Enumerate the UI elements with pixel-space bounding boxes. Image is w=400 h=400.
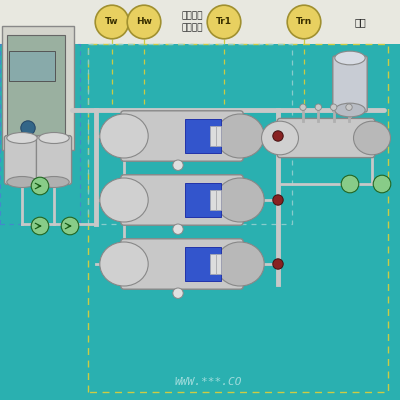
FancyBboxPatch shape xyxy=(210,126,216,146)
Text: Tw: Tw xyxy=(105,18,119,26)
FancyBboxPatch shape xyxy=(9,51,55,81)
Ellipse shape xyxy=(100,242,148,286)
Ellipse shape xyxy=(39,132,69,144)
Circle shape xyxy=(287,5,321,39)
Circle shape xyxy=(300,104,306,110)
FancyBboxPatch shape xyxy=(185,247,221,281)
Circle shape xyxy=(31,217,49,235)
Ellipse shape xyxy=(335,103,365,117)
Text: WWW.***.CO: WWW.***.CO xyxy=(174,377,242,387)
Ellipse shape xyxy=(216,242,264,286)
FancyBboxPatch shape xyxy=(333,56,367,112)
Ellipse shape xyxy=(7,132,37,144)
Ellipse shape xyxy=(100,114,148,158)
Ellipse shape xyxy=(335,51,365,65)
Circle shape xyxy=(31,177,49,195)
FancyBboxPatch shape xyxy=(2,26,74,150)
Ellipse shape xyxy=(262,121,298,155)
Text: Tr1: Tr1 xyxy=(216,18,232,26)
Circle shape xyxy=(127,5,161,39)
FancyBboxPatch shape xyxy=(216,254,221,274)
FancyBboxPatch shape xyxy=(121,239,243,289)
Ellipse shape xyxy=(100,178,148,222)
FancyBboxPatch shape xyxy=(0,44,400,400)
Ellipse shape xyxy=(216,178,264,222)
FancyBboxPatch shape xyxy=(121,111,243,161)
Circle shape xyxy=(61,217,79,235)
Text: Hw: Hw xyxy=(136,18,152,26)
FancyBboxPatch shape xyxy=(4,136,40,184)
FancyBboxPatch shape xyxy=(277,118,375,158)
Ellipse shape xyxy=(216,114,264,158)
Circle shape xyxy=(207,5,241,39)
Circle shape xyxy=(273,259,283,269)
FancyBboxPatch shape xyxy=(185,183,221,217)
FancyBboxPatch shape xyxy=(210,254,216,274)
FancyBboxPatch shape xyxy=(36,136,72,184)
FancyBboxPatch shape xyxy=(216,126,221,146)
Circle shape xyxy=(346,104,352,110)
Circle shape xyxy=(173,288,183,298)
Ellipse shape xyxy=(39,176,69,188)
Circle shape xyxy=(315,104,322,110)
Text: 室外湿度: 室外湿度 xyxy=(182,24,204,32)
FancyBboxPatch shape xyxy=(0,0,400,44)
Circle shape xyxy=(273,131,283,141)
Text: Trn: Trn xyxy=(296,18,312,26)
Circle shape xyxy=(330,104,337,110)
Circle shape xyxy=(373,175,391,193)
Text: 室外温度: 室外温度 xyxy=(182,12,204,20)
Circle shape xyxy=(273,195,283,205)
Text: 用户: 用户 xyxy=(354,17,366,27)
Circle shape xyxy=(173,224,183,234)
Ellipse shape xyxy=(354,121,390,155)
Circle shape xyxy=(173,160,183,170)
Circle shape xyxy=(341,175,359,193)
FancyBboxPatch shape xyxy=(216,190,221,210)
FancyBboxPatch shape xyxy=(185,119,221,152)
Circle shape xyxy=(21,121,35,135)
FancyBboxPatch shape xyxy=(210,190,216,210)
Circle shape xyxy=(95,5,129,39)
Ellipse shape xyxy=(7,176,37,188)
FancyBboxPatch shape xyxy=(7,35,65,141)
FancyBboxPatch shape xyxy=(121,175,243,225)
